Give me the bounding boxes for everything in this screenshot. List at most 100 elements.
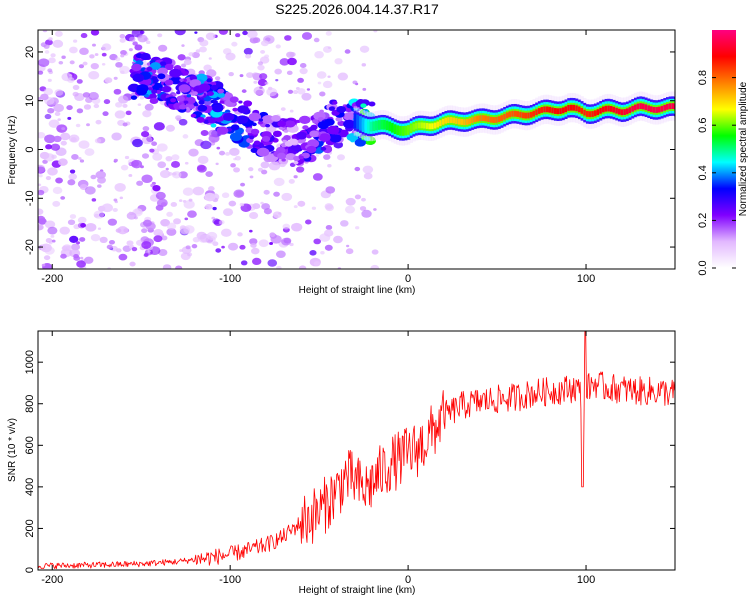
spectrogram-noise-blob — [73, 254, 79, 259]
spectrogram-noise-blob — [152, 185, 161, 192]
spectrogram-ridge-segment — [428, 123, 432, 130]
spectrogram-noise-blob — [208, 134, 220, 143]
spectrogram-noise-blob — [58, 60, 64, 65]
spectrogram-ridge-blob — [208, 117, 216, 124]
spectrogram-noise-blob — [106, 244, 113, 250]
snr-y-tick-label: 1000 — [24, 350, 36, 374]
spectrogram-ridge-segment — [471, 117, 475, 124]
spectrogram-noise-blob — [345, 248, 354, 255]
spectrogram-ridge-segment — [615, 107, 619, 114]
spectrogram-noise-blob — [208, 57, 212, 60]
spectrogram-ridge-blob — [217, 92, 225, 98]
spectrogram-noise-blob — [323, 154, 331, 160]
spectrogram-noise-blob — [115, 57, 121, 62]
spectrogram-ridge-segment — [444, 117, 448, 124]
spectrogram-noise-blob — [47, 107, 55, 114]
spectrogram-noise-blob — [47, 78, 52, 82]
spectrogram-noise-blob — [80, 223, 87, 228]
spectrogram-ridge-segment — [535, 109, 539, 116]
spectrogram-noise-blob — [53, 135, 62, 143]
spectrogram-noise-blob — [293, 205, 298, 209]
spectrogram-noise-blob — [211, 216, 215, 220]
spectrogram-noise-blob — [253, 80, 258, 84]
spectrogram-y-tick-label: 0 — [24, 146, 36, 152]
spectrogram-noise-blob — [231, 41, 238, 47]
spectrogram-ridge-blob — [336, 105, 347, 113]
spectrogram-ridge-segment — [599, 107, 603, 114]
spectrogram-noise-blob — [273, 191, 280, 197]
spectrogram-noise-blob — [67, 179, 76, 186]
spectrogram-ridge-segment — [585, 110, 590, 117]
spectrogram-noise-blob — [237, 232, 243, 237]
spectrogram-x-tick-label: 100 — [577, 273, 595, 285]
spectrogram-noise-blob — [243, 47, 253, 55]
spectrogram-noise-blob — [108, 239, 116, 245]
spectrogram-ridge-segment — [487, 116, 491, 123]
spectrogram-ridge-blob — [256, 147, 270, 157]
spectrogram-noise-blob — [133, 216, 138, 220]
spectrogram-x-tick-label: -200 — [41, 273, 63, 285]
spectrogram-noise-blob — [76, 108, 84, 114]
spectrogram-noise-blob — [218, 219, 225, 225]
spectrogram-ridge-segment — [380, 121, 384, 128]
spectrogram-noise-blob — [144, 103, 154, 111]
spectrogram-noise-blob — [257, 78, 268, 87]
spectrogram-noise-blob — [248, 167, 254, 172]
snr-panel: -200 -100 0 100 0 200 400 600 800 1000 Height of… — [7, 330, 676, 596]
spectrogram-ridge-blob — [250, 128, 260, 135]
spectrogram-noise-blob — [40, 93, 49, 101]
spectrogram-noise-blob — [325, 186, 336, 194]
spectrogram-ridge-blob — [212, 100, 218, 104]
spectrogram-noise-blob — [170, 201, 178, 207]
spectrogram-noise-blob — [40, 243, 52, 253]
spectrogram-ridge-segment — [465, 118, 470, 125]
spectrogram-noise-blob — [48, 241, 53, 245]
spectrogram-ridge-segment — [636, 103, 640, 110]
spectrogram-x-tick-label: 0 — [405, 273, 411, 285]
spectrogram-ridge-segment — [561, 107, 566, 114]
spectrogram-noise-blob — [125, 110, 132, 116]
spectrogram-noise-blob — [165, 156, 173, 162]
spectrogram-noise-blob — [230, 163, 236, 168]
spectrogram-ridge-blob — [298, 115, 311, 124]
spectrogram-ridge-blob — [306, 145, 317, 154]
spectrogram-noise-blob — [228, 72, 234, 77]
spectrogram-noise-blob — [336, 154, 345, 161]
spectrogram-ridge-blob — [164, 63, 174, 71]
spectrogram-ridge-blob — [291, 143, 301, 151]
spectrogram-noise-blob — [259, 56, 270, 64]
spectrogram-noise-blob — [157, 33, 163, 38]
spectrogram-noise-blob — [171, 171, 182, 179]
spectrogram-noise-blob — [173, 218, 182, 225]
spectrogram-ridge-blob — [360, 103, 367, 108]
spectrogram-ridge-segment — [479, 115, 483, 122]
spectrogram-ridge-segment — [455, 118, 459, 124]
spectrogram-noise-blob — [75, 123, 81, 128]
spectrogram-noise-blob — [333, 235, 343, 244]
spectrogram-noise-blob — [129, 261, 136, 267]
spectrogram-ridge-segment — [505, 112, 510, 119]
spectrogram-noise-blob — [200, 140, 212, 150]
spectrogram-ridge-blob — [176, 95, 185, 102]
spectrogram-ridge-segment — [420, 122, 424, 129]
spectrogram-noise-blob — [263, 189, 270, 195]
spectrogram-ridge-segment — [473, 116, 478, 123]
spectrogram-noise-blob — [166, 228, 177, 236]
spectrogram-ridge-segment — [532, 110, 536, 117]
spectrogram-noise-blob — [60, 140, 67, 146]
spectrogram-noise-blob — [119, 196, 124, 200]
spectrogram-noise-blob — [313, 261, 321, 267]
spectrogram-noise-blob — [280, 107, 286, 111]
spectrogram-ridge-blob — [219, 100, 225, 104]
spectrogram-noise-blob — [119, 34, 126, 39]
spectrogram-noise-blob — [101, 62, 106, 66]
spectrogram-noise-blob — [60, 253, 67, 259]
spectrogram-noise-blob — [199, 46, 207, 53]
spectrogram-noise-blob — [50, 53, 56, 58]
spectrogram-noise-blob — [119, 38, 126, 43]
colorbar-label: Normalized spectral amplitude — [738, 81, 749, 216]
spectrogram-ridge-blob — [179, 104, 187, 110]
spectrogram-x-label: Height of straight line (km) — [299, 285, 416, 296]
spectrogram-noise-blob — [101, 52, 107, 57]
spectrogram-noise-blob — [57, 118, 61, 121]
